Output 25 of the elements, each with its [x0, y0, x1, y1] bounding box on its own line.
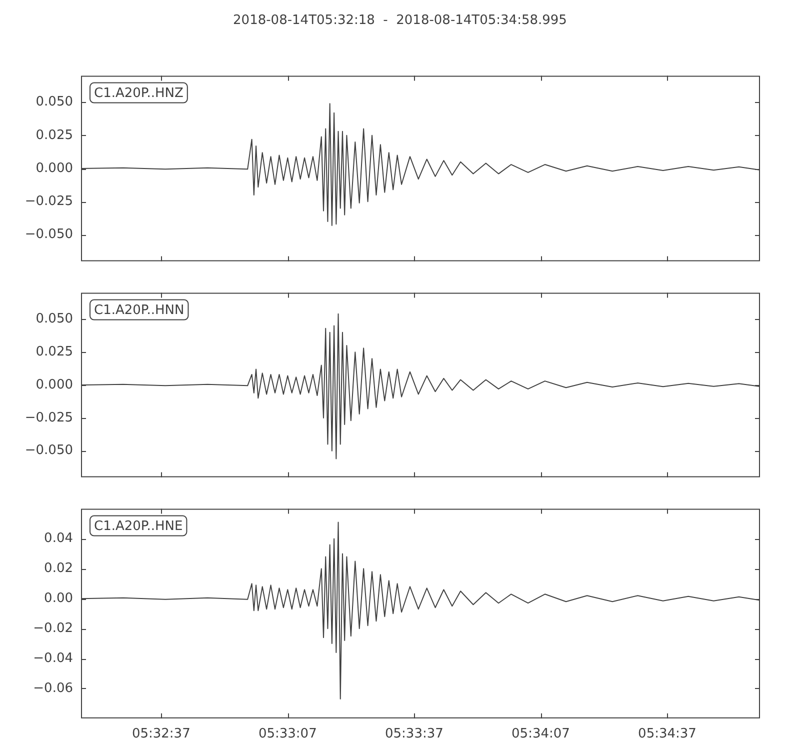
x-tick-label: 05:33:07 [258, 726, 317, 742]
x-tick-label: 05:34:37 [638, 726, 696, 742]
annotation: C1.A20P..HNZ [94, 86, 184, 102]
annotation: C1.A20P..HNN [94, 303, 184, 318]
x-tick-label: 05:34:07 [512, 726, 570, 742]
y-tick-label: −0.04 [33, 650, 73, 666]
y-tick-label: 0.000 [36, 377, 73, 392]
y-tick-label: 0.050 [36, 312, 73, 327]
x-tick-label: 05:32:37 [132, 726, 190, 742]
y-tick-label: 0.050 [36, 94, 73, 110]
y-tick-label: −0.050 [24, 443, 73, 458]
y-tick-label: −0.02 [33, 620, 73, 636]
y-tick-label: −0.06 [33, 680, 73, 696]
y-tick-label: 0.04 [44, 531, 73, 546]
y-tick-label: 0.000 [36, 160, 73, 176]
y-tick-label: 0.025 [36, 128, 73, 143]
y-tick-label: 0.02 [44, 561, 73, 576]
x-tick-label: 05:33:37 [384, 726, 444, 742]
annotation: C1.A20P..HNE [94, 519, 183, 534]
chart-title: 2018-08-14T05:32:18 - 2018-08-14T05:34:58.995 [232, 12, 568, 30]
y-tick-label: −0.025 [24, 194, 73, 209]
y-tick-label: 0.025 [36, 344, 73, 360]
y-tick-label: −0.025 [24, 410, 73, 426]
y-tick-label: −0.050 [24, 227, 73, 242]
y-tick-label: 0.00 [44, 591, 73, 606]
